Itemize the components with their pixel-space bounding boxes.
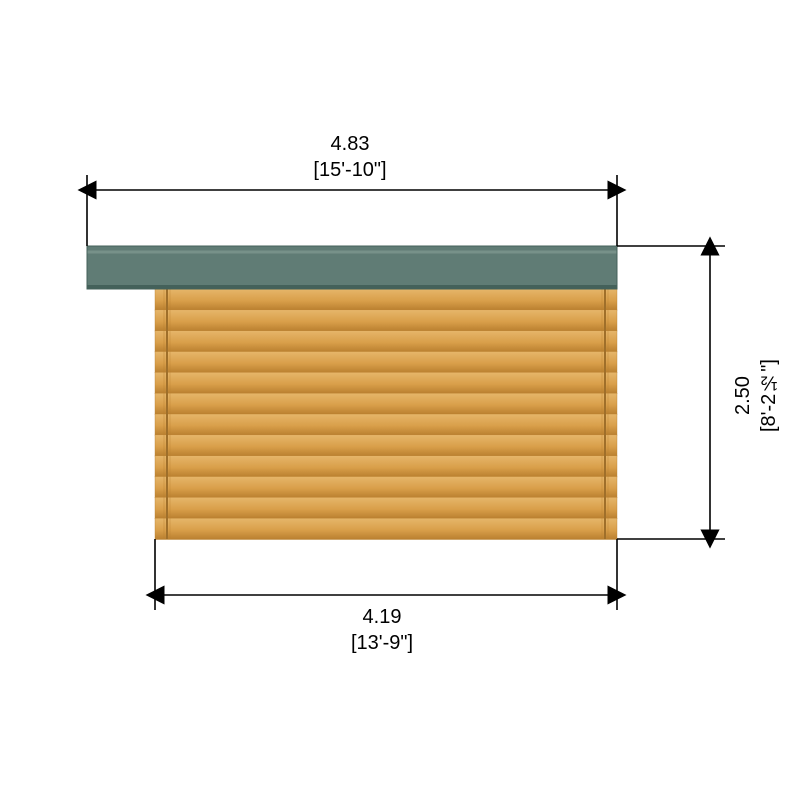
dim-top-metric: 4.83 (290, 131, 410, 157)
dim-bottom-metric: 4.19 (322, 604, 442, 630)
dim-right-metric: 2.50 (730, 326, 756, 466)
drawing-canvas: 4.83 [15'-10"] 4.19 [13'-9"] 2.50 [8'-2½… (0, 0, 800, 800)
dim-right-imperial: [8'-2½"] (756, 326, 782, 466)
elevation-svg (0, 0, 800, 800)
dim-bottom-imperial: [13'-9"] (322, 630, 442, 656)
dim-bottom-label: 4.19 [13'-9"] (322, 604, 442, 656)
dim-right-label: 2.50 [8'-2½"] (730, 326, 782, 466)
dim-top-imperial: [15'-10"] (290, 157, 410, 183)
dim-top-label: 4.83 [15'-10"] (290, 131, 410, 183)
